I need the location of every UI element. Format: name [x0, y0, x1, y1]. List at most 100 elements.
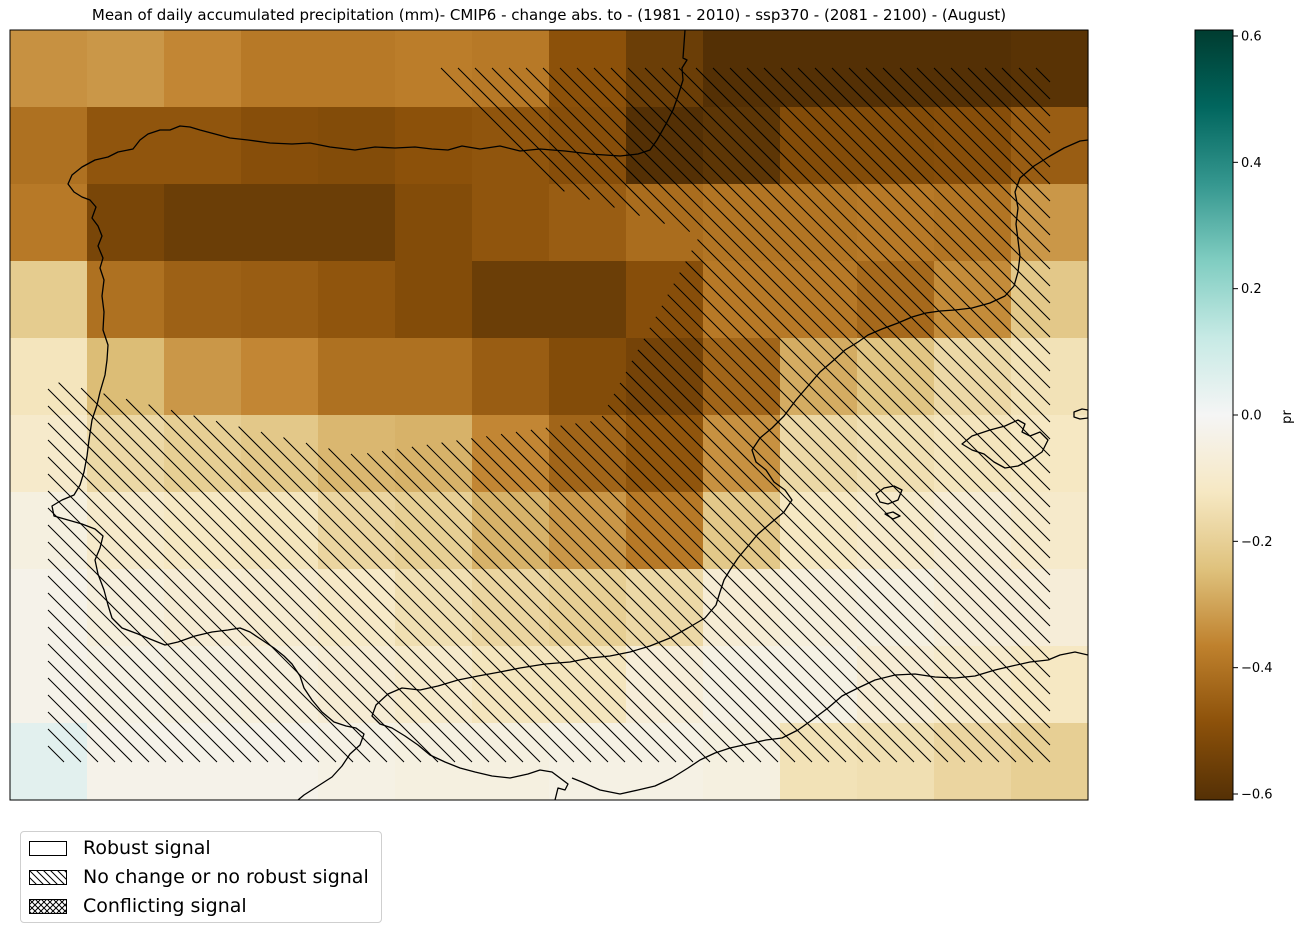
grid-cell [472, 30, 550, 108]
hatch-line [47, 524, 286, 763]
legend: Robust signal No change or no robust sig… [20, 831, 382, 923]
coastline-mediterranean [371, 139, 1088, 800]
grid-cell [10, 569, 88, 647]
grid-cell [934, 492, 1012, 570]
hatch-line [590, 421, 932, 763]
hatch-line [58, 382, 439, 763]
hatch-line [328, 448, 643, 763]
grid-cell [395, 569, 473, 647]
hatch-line [1035, 67, 1051, 83]
hatch-line [440, 67, 565, 192]
grid-cell [703, 492, 781, 570]
hatch-line [350, 453, 660, 763]
grid-cell [241, 338, 319, 416]
hatch-line [193, 415, 541, 763]
hatching-no-robust-signal [47, 67, 1051, 763]
hatch-line [47, 711, 99, 763]
grid-cell [857, 261, 935, 339]
hatch-line [530, 429, 864, 763]
hatch-line [47, 626, 184, 763]
grid-cell [87, 723, 165, 801]
hatch-line [655, 316, 1051, 712]
grid-cell [10, 184, 88, 262]
grid-cell [164, 492, 242, 570]
legend-label-conflicting: Conflicting signal [83, 895, 247, 917]
hatch-line [47, 728, 82, 763]
grid-cell [10, 492, 88, 570]
colorbar-tick-label: −0.6 [1241, 788, 1273, 803]
grid-cell [626, 646, 704, 724]
grid-cell [857, 723, 935, 801]
grid-cell [10, 338, 88, 416]
hatch-line [865, 67, 1051, 253]
grid-cell [857, 184, 935, 262]
grid-cell [549, 723, 627, 801]
grid-cell [164, 723, 242, 801]
grid-cell [703, 646, 781, 724]
hatch-line [712, 67, 1051, 406]
grid-cell [780, 107, 858, 185]
hatch-line [619, 382, 1000, 763]
hatch-line [637, 349, 1051, 763]
hatch-line [396, 448, 711, 763]
legend-item-conflicting: Conflicting signal [29, 895, 247, 917]
grid-cell [1011, 30, 1089, 108]
grid-cell [241, 723, 319, 801]
grid-cell [164, 184, 242, 262]
grid-cell [549, 261, 627, 339]
grid-cell [1011, 569, 1089, 647]
grid-cell [857, 492, 935, 570]
grid-cell [703, 569, 781, 647]
grid-cell [626, 723, 704, 801]
hatch-line [47, 592, 218, 763]
grid-cell [164, 30, 242, 108]
hatch-line [491, 67, 640, 216]
hatch-line [661, 67, 1051, 457]
grid-cell [626, 30, 704, 108]
legend-label-no-change: No change or no robust signal [83, 866, 369, 888]
hatch-line [238, 426, 575, 763]
colorbar-tick-label: 0.4 [1241, 156, 1262, 171]
hatch-line [47, 439, 371, 763]
hatch-line [967, 67, 1051, 151]
grid-cell [10, 723, 88, 801]
grid-cell [472, 492, 550, 570]
hatch-line [80, 387, 456, 763]
grid-cell [703, 184, 781, 262]
hatch-line [984, 67, 1051, 134]
hatch-line [47, 575, 235, 763]
grid-cell [549, 492, 627, 570]
island-menorca [1073, 408, 1088, 420]
hatch-line [426, 444, 745, 763]
hatch-line [457, 67, 590, 200]
hatch-line [797, 67, 1051, 321]
precipitation-grid [10, 30, 1089, 801]
hatch-line [47, 677, 133, 763]
grid-cell [10, 30, 88, 108]
colorbar-tick-label: −0.4 [1241, 661, 1273, 676]
grid-cell [395, 415, 473, 493]
grid-cell [241, 261, 319, 339]
grid-cell [934, 569, 1012, 647]
grid-cell [395, 261, 473, 339]
grid-cell [318, 338, 396, 416]
grid-cell [164, 261, 242, 339]
grid-cell [549, 338, 627, 416]
hatch-line [515, 431, 847, 763]
hatch-line [814, 67, 1051, 304]
hatch-line [47, 473, 337, 763]
colorbar-tick-label: 0.2 [1241, 282, 1262, 297]
grid-cell [472, 415, 550, 493]
grid-cell [1011, 107, 1089, 185]
grid-cell [395, 646, 473, 724]
hatch-line [1001, 67, 1051, 117]
hatch-line [47, 609, 201, 763]
grid-cell [87, 415, 165, 493]
grid-cell [934, 338, 1012, 416]
grid-cell [780, 415, 858, 493]
grid-cell [780, 723, 858, 801]
hatch-line [47, 388, 422, 763]
hatch-line [673, 283, 1051, 661]
legend-swatch-conflicting [29, 898, 67, 914]
grid-cell [10, 646, 88, 724]
